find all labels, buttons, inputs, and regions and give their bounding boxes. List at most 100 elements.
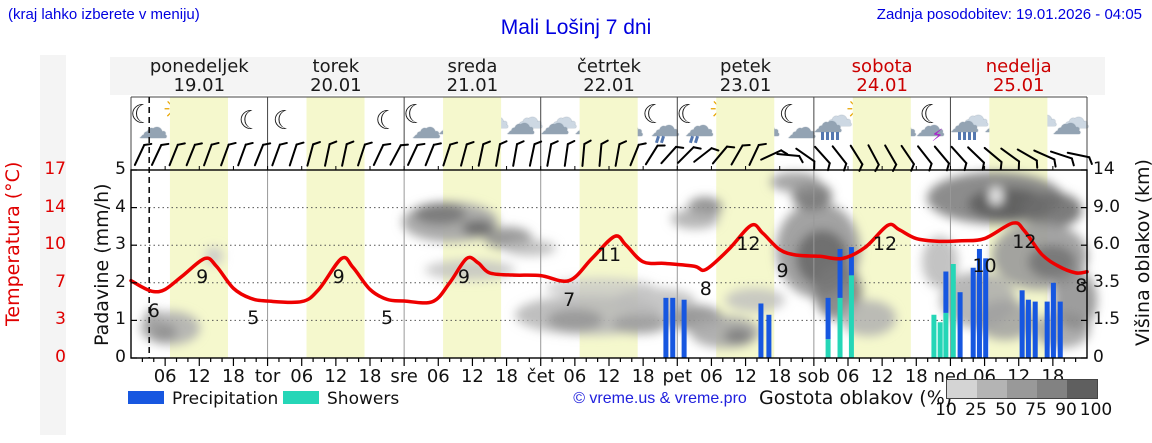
cloud-tick-0: 0 [1093, 347, 1104, 367]
showers-bar [848, 275, 854, 358]
cloud-blob [414, 203, 466, 225]
showers-legend-label: Showers [327, 389, 400, 409]
wind-barb [220, 141, 237, 167]
wind-barb [660, 145, 685, 165]
wind-barb [917, 145, 933, 172]
wind-barb [933, 145, 950, 172]
wind-barb [1000, 147, 1021, 170]
precipitation-bar [943, 271, 949, 313]
precipitation-bar [1019, 290, 1025, 358]
raindrop [957, 132, 961, 140]
temp-value-label: 9 [457, 266, 470, 289]
weather-icon-moon-cloud: ☾ ☁ [777, 100, 817, 146]
temp-tick-17: 17 [44, 159, 66, 179]
wind-barb [253, 142, 272, 167]
precipitation-bar [681, 299, 687, 358]
rain-marks [957, 132, 976, 140]
cloud-icon: ☁ [959, 99, 990, 134]
gradient-step [1037, 380, 1067, 398]
wind-barb [133, 142, 153, 166]
raindrop [967, 132, 971, 140]
cloud-blob [1053, 270, 1097, 330]
cloud-blob [770, 172, 820, 192]
showers-bar [825, 339, 831, 358]
day-header-petek: petek 23.01 [719, 56, 772, 96]
temp-value-label: 10 [972, 255, 997, 278]
moon-icon: ☾ [130, 100, 154, 130]
cloud-scale-10: 10 [935, 400, 957, 420]
precip-tick-3: 3 [115, 234, 126, 255]
wind-barb [598, 139, 609, 167]
temp-value-label: 12 [872, 233, 898, 256]
wind-barb [477, 140, 491, 167]
temp-value-label: 7 [563, 288, 576, 311]
temp-tick-10: 10 [44, 234, 66, 255]
cloud-scale-100: 100 [1079, 400, 1113, 420]
wind-barb [341, 140, 355, 167]
hour-label-12: 12 [870, 366, 894, 387]
precipitation-bar [1032, 301, 1038, 358]
precipitation-bar [976, 248, 982, 358]
hour-label-18: 18 [904, 366, 928, 387]
wind-barb [1016, 148, 1039, 169]
day-header-četrtek: četrtek 22.01 [577, 56, 641, 96]
cloud-tick-3.5: 3.5 [1093, 271, 1121, 292]
dayabbrev-sob: sob [797, 366, 830, 387]
hour-label-12: 12 [324, 366, 348, 387]
cloud-blob [671, 209, 719, 229]
cloud-blob [462, 220, 494, 236]
cloud-icon: ☁ [539, 107, 570, 142]
wind-barb [581, 139, 592, 167]
wind-barb [203, 141, 220, 167]
showers-bar [937, 322, 943, 358]
weather-icon-clouds: ☁☁ [538, 100, 578, 146]
hour-label-06: 06 [699, 366, 723, 387]
precipitation-bar [670, 297, 676, 358]
wind-barb [831, 145, 848, 172]
weather-icon-moon-cloud: ☾ ☁ [128, 100, 168, 146]
precipitation-swatch [128, 391, 164, 404]
raindrop [820, 132, 824, 140]
hour-label-06: 06 [153, 366, 177, 387]
daylight-band [306, 97, 365, 358]
wind-barb [495, 140, 508, 167]
cloud-tick-6.0: 6.0 [1093, 234, 1121, 255]
cloud-icon: ☁ [915, 109, 946, 144]
hour-label-06: 06 [563, 366, 587, 387]
moon-icon: ☾ [403, 100, 427, 130]
cloud-scale-90: 90 [1055, 400, 1077, 420]
wind-barb [306, 141, 321, 167]
temp-value-label: 9 [776, 259, 789, 282]
wind-barb [424, 142, 442, 167]
precip-tick-0: 0 [115, 347, 126, 367]
cloud-tick-14: 14 [1093, 159, 1115, 179]
wind-barb [460, 141, 475, 167]
cloud-scale-75: 75 [1025, 400, 1047, 420]
cloud-blob [1022, 192, 1082, 228]
hour-label-06: 06 [836, 366, 860, 387]
wind-barb [372, 142, 392, 166]
raindrop [962, 132, 966, 140]
temp-value-label: 5 [381, 307, 394, 330]
wind-barb [693, 147, 720, 163]
wind-barb [814, 145, 831, 172]
credit-link[interactable]: © vreme.us & vreme.pro [573, 390, 747, 407]
precipitation-legend-label: Precipitation [172, 389, 279, 409]
wind-barb [748, 142, 767, 166]
dayabbrev-pet: pet [662, 366, 693, 387]
day-header-sreda: sreda 21.01 [446, 56, 499, 96]
daylight-band [716, 97, 775, 358]
wind-barb [237, 141, 254, 167]
moon-icon: ☾ [778, 100, 803, 130]
cloud-icon: ☁ [684, 109, 715, 144]
cloud-shading [140, 172, 1097, 348]
wind-barb [967, 146, 985, 171]
cloud-blob [840, 300, 896, 336]
showers-bar [931, 314, 937, 358]
wind-barb [150, 142, 170, 166]
weather-icon-moon-rain2: ☾ ☁ [674, 100, 714, 146]
lightning-icon: ⚡ [931, 126, 944, 146]
precipitation-bar [663, 297, 669, 358]
cloud-icon: ☁ [822, 99, 853, 134]
